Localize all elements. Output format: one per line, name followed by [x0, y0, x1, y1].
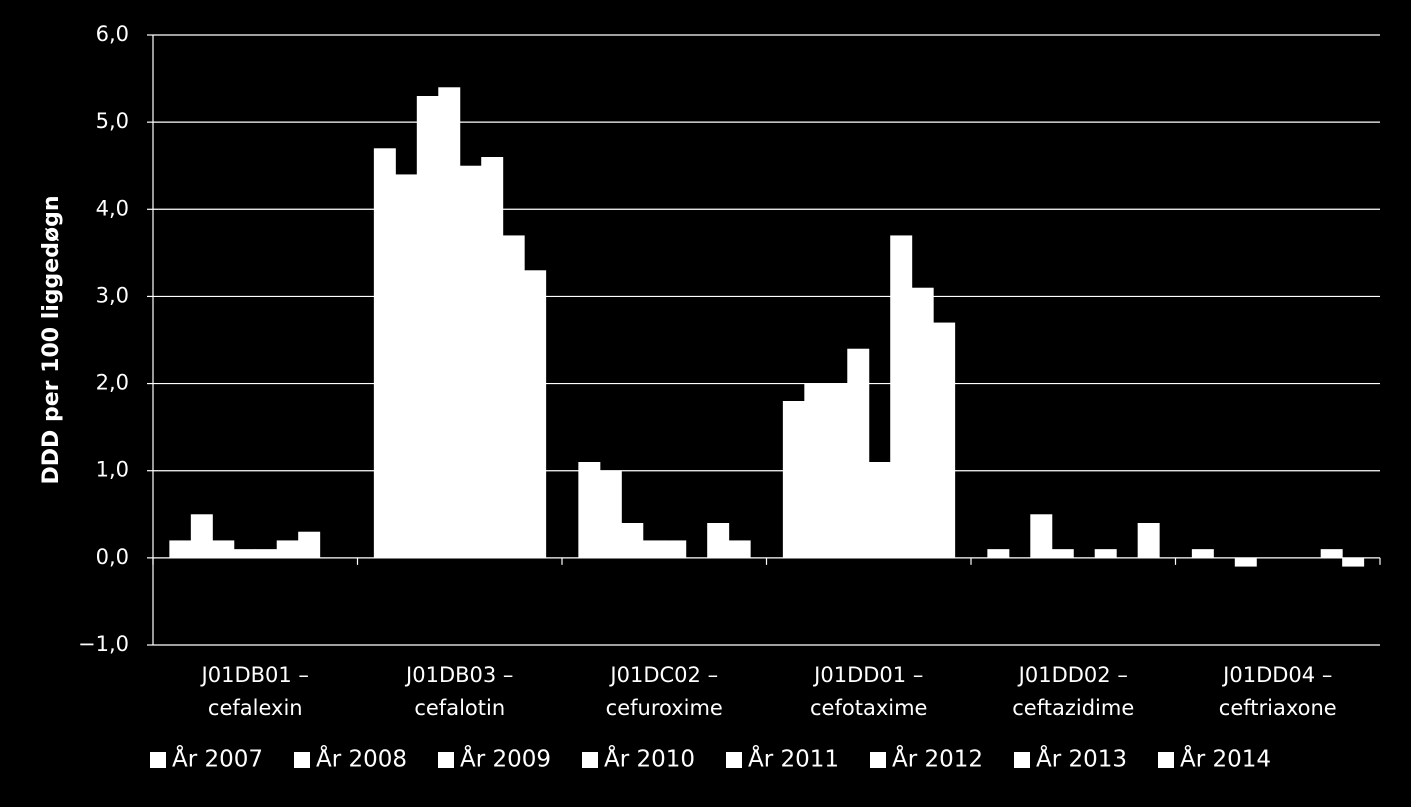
- bar: [782, 401, 805, 558]
- bar: [911, 287, 934, 558]
- bar: [847, 348, 870, 558]
- bar: [255, 549, 278, 558]
- x-tick-label: ceftriaxone: [1219, 696, 1337, 720]
- x-tick-label: J01DB01 –: [200, 663, 309, 687]
- bar: [1094, 549, 1117, 558]
- y-tick-label: 6,0: [96, 22, 129, 46]
- bar: [502, 235, 525, 558]
- x-tick-label: cefuroxime: [606, 696, 723, 720]
- y-tick-label: 2,0: [96, 371, 129, 395]
- legend-label: År 2009: [460, 745, 551, 773]
- legend-swatch: [438, 752, 454, 768]
- y-tick-label: 4,0: [96, 196, 129, 220]
- legend-swatch: [582, 752, 598, 768]
- bar: [190, 514, 213, 558]
- legend-swatch: [150, 752, 166, 768]
- legend-label: År 2014: [1180, 745, 1271, 773]
- bar: [642, 540, 665, 558]
- legend-label: År 2007: [172, 745, 263, 773]
- y-tick-label: 0,0: [96, 545, 129, 569]
- bar: [438, 87, 461, 558]
- bar: [395, 174, 418, 558]
- bar: [987, 549, 1010, 558]
- bar: [1030, 514, 1053, 558]
- y-tick-label: 3,0: [96, 283, 129, 307]
- bar: [1051, 549, 1074, 558]
- legend-label: År 2008: [316, 745, 407, 773]
- bar: [621, 523, 644, 558]
- x-tick-label: ceftazidime: [1012, 696, 1134, 720]
- y-tick-label: 1,0: [96, 458, 129, 482]
- legend-label: År 2013: [1036, 745, 1127, 773]
- y-tick-label: −1,0: [78, 632, 129, 656]
- x-tick-label: cefotaxime: [810, 696, 927, 720]
- bar: [212, 540, 235, 558]
- x-tick-label: J01DB03 –: [404, 663, 513, 687]
- bar: [578, 462, 601, 558]
- bar: [804, 383, 827, 558]
- legend-swatch: [726, 752, 742, 768]
- bar: [664, 540, 687, 558]
- bar: [169, 540, 192, 558]
- bar: [707, 523, 730, 558]
- legend-label: År 2010: [604, 745, 695, 773]
- x-tick-label: J01DC02 –: [608, 663, 718, 687]
- bar: [276, 540, 299, 558]
- bar: [524, 270, 547, 558]
- y-tick-label: 5,0: [96, 109, 129, 133]
- bar: [1191, 549, 1214, 558]
- bar: [728, 540, 751, 558]
- legend-swatch: [1014, 752, 1030, 768]
- bar: [1320, 549, 1343, 558]
- x-tick-label: cefalexin: [208, 696, 303, 720]
- x-tick-label: J01DD02 –: [1017, 663, 1128, 687]
- bar: [459, 165, 482, 558]
- x-tick-label: J01DD01 –: [812, 663, 923, 687]
- bar: [1137, 523, 1160, 558]
- bar: [890, 235, 913, 558]
- bar: [416, 96, 439, 558]
- legend-swatch: [1158, 752, 1174, 768]
- legend-label: År 2011: [748, 745, 839, 773]
- bar: [933, 322, 956, 558]
- bar: [373, 148, 396, 558]
- legend-label: År 2012: [892, 745, 983, 773]
- bar: [1342, 557, 1365, 567]
- bar: [233, 549, 256, 558]
- bar: [868, 462, 891, 558]
- y-axis-label: DDD per 100 liggedøgn: [39, 196, 64, 485]
- bar: [481, 157, 504, 558]
- bar: [298, 531, 321, 558]
- bar: [825, 383, 848, 558]
- x-tick-label: cefalotin: [414, 696, 505, 720]
- x-tick-label: J01DD04 –: [1221, 663, 1332, 687]
- legend-swatch: [870, 752, 886, 768]
- bar: [599, 470, 622, 558]
- legend-swatch: [294, 752, 310, 768]
- bar: [1234, 557, 1257, 567]
